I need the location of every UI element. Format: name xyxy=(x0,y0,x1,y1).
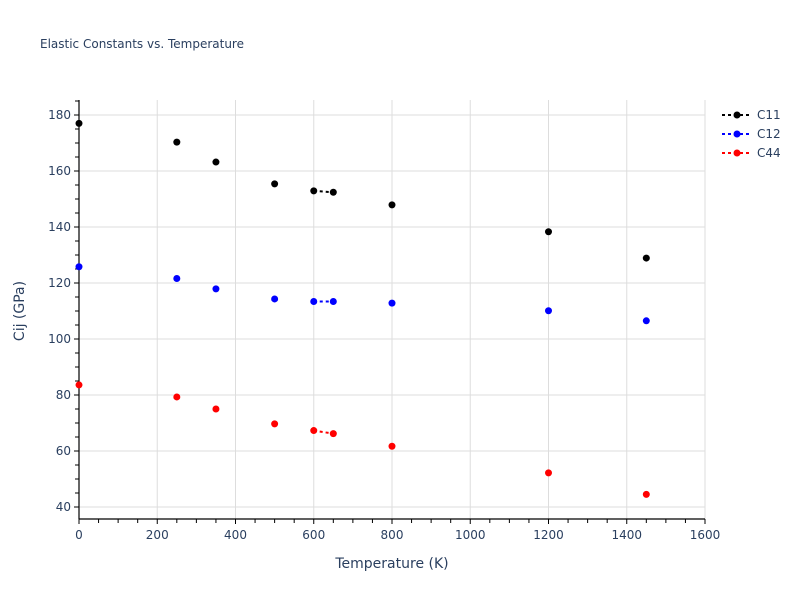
data-point[interactable] xyxy=(310,187,318,195)
legend-marker-icon xyxy=(733,130,741,138)
x-tick-label: 1600 xyxy=(690,528,721,542)
x-tick-label: 400 xyxy=(224,528,247,542)
data-point[interactable] xyxy=(642,254,650,262)
data-point[interactable] xyxy=(310,427,318,435)
legend[interactable]: C11 C12 C44 xyxy=(722,108,781,160)
data-point[interactable] xyxy=(75,263,83,271)
data-point[interactable] xyxy=(388,299,396,307)
x-tick-label: 1400 xyxy=(611,528,642,542)
grid-lines xyxy=(79,100,706,519)
x-tick-label: 1000 xyxy=(455,528,486,542)
data-point[interactable] xyxy=(545,228,552,236)
data-point[interactable] xyxy=(212,158,220,166)
data-point[interactable] xyxy=(75,119,83,127)
y-tick-label: 40 xyxy=(56,500,71,514)
y-axis-title: Cij (GPa) xyxy=(12,281,28,341)
series-c44 xyxy=(75,381,650,498)
legend-item-c12[interactable]: C12 xyxy=(722,127,781,141)
series-c11 xyxy=(75,119,650,262)
data-point[interactable] xyxy=(271,295,279,303)
data-point[interactable] xyxy=(212,285,220,293)
legend-item-c11[interactable]: C11 xyxy=(722,108,781,122)
legend-marker-icon xyxy=(733,149,741,157)
data-point[interactable] xyxy=(173,393,181,401)
series-c12 xyxy=(75,263,650,325)
legend-marker-icon xyxy=(733,111,741,119)
data-series xyxy=(75,119,650,498)
y-tick-label: 60 xyxy=(56,444,71,458)
data-point[interactable] xyxy=(173,275,181,283)
data-point[interactable] xyxy=(329,297,337,305)
data-point[interactable] xyxy=(271,180,279,188)
data-point[interactable] xyxy=(388,201,396,209)
x-axis-title: Temperature (K) xyxy=(334,556,448,572)
data-point[interactable] xyxy=(329,430,337,438)
y-tick-label: 80 xyxy=(56,388,71,402)
data-point[interactable] xyxy=(642,317,650,325)
data-point[interactable] xyxy=(545,307,552,315)
data-point[interactable] xyxy=(75,381,83,389)
data-point[interactable] xyxy=(642,490,650,498)
y-tick-label: 160 xyxy=(48,164,71,178)
legend-label: C11 xyxy=(757,108,781,122)
x-tick-label: 0 xyxy=(75,528,83,542)
legend-label: C12 xyxy=(757,127,781,141)
legend-item-c44[interactable]: C44 xyxy=(722,146,781,160)
chart-title: Elastic Constants vs. Temperature xyxy=(40,37,244,51)
y-tick-label: 140 xyxy=(48,220,71,234)
x-tick-label: 800 xyxy=(381,528,404,542)
data-point[interactable] xyxy=(545,469,552,477)
y-tick-label: 120 xyxy=(48,276,71,290)
data-point[interactable] xyxy=(310,297,318,305)
data-point[interactable] xyxy=(212,405,220,413)
legend-label: C44 xyxy=(757,146,781,160)
data-point[interactable] xyxy=(271,420,279,428)
data-point[interactable] xyxy=(388,442,396,450)
data-point[interactable] xyxy=(173,138,181,146)
axes: 0 200 400 600 800 1000 1200 1400 1600 40 60 80 100 12… xyxy=(48,100,720,542)
y-tick-label: 100 xyxy=(48,332,71,346)
x-tick-label: 600 xyxy=(302,528,325,542)
x-tick-label: 200 xyxy=(146,528,169,542)
y-tick-label: 180 xyxy=(48,108,71,122)
data-point[interactable] xyxy=(329,188,337,196)
x-tick-label: 1200 xyxy=(533,528,564,542)
